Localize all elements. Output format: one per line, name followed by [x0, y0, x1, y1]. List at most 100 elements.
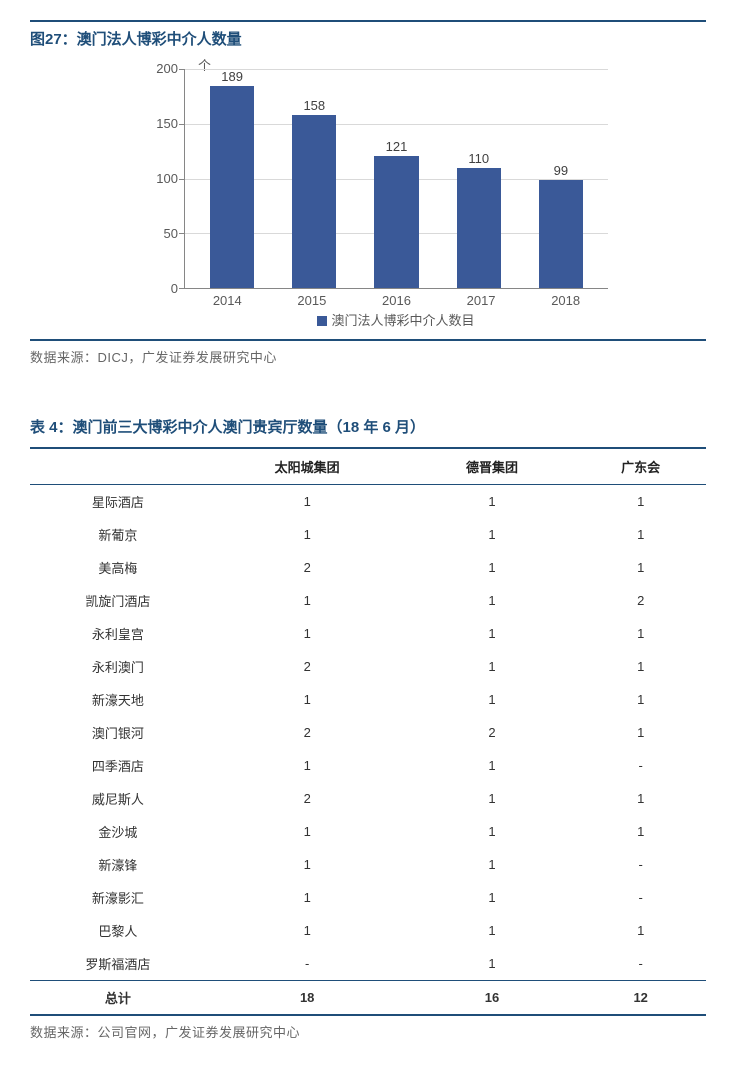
table-row: 金沙城111	[30, 815, 706, 848]
table-cell: 2	[206, 716, 409, 749]
table-cell: 1	[206, 914, 409, 947]
table-cell: 1	[575, 551, 706, 584]
table-cell: 1	[575, 617, 706, 650]
table-row: 澳门银河221	[30, 716, 706, 749]
table-row: 四季酒店11-	[30, 749, 706, 782]
table-cell: 1	[206, 683, 409, 716]
table-cell: 2	[206, 551, 409, 584]
x-tick-label: 2014	[185, 289, 270, 308]
table-column-header: 太阳城集团	[206, 448, 409, 485]
bar-value-label: 99	[554, 163, 568, 178]
table-row: 永利皇宫111	[30, 617, 706, 650]
table-cell: -	[575, 848, 706, 881]
bar	[457, 168, 501, 288]
bar-column: 189	[191, 69, 273, 288]
x-tick-label: 2018	[523, 289, 608, 308]
table-cell: 2	[575, 584, 706, 617]
row-label: 凯旋门酒店	[30, 584, 206, 617]
table-cell: 1	[409, 485, 576, 519]
table-cell: -	[575, 881, 706, 914]
table-cell: 1	[409, 815, 576, 848]
table-source: 数据来源：公司官网，广发证券发展研究中心	[30, 1016, 706, 1041]
table-row: 凯旋门酒店112	[30, 584, 706, 617]
bar-value-label: 189	[221, 69, 243, 84]
total-label: 总计	[30, 981, 206, 1016]
bar-value-label: 110	[468, 151, 489, 166]
table-cell: 1	[409, 518, 576, 551]
bars-container: 189 158 121 110 99	[185, 69, 608, 288]
row-label: 新葡京	[30, 518, 206, 551]
table-cell: 1	[206, 485, 409, 519]
bar	[374, 156, 418, 288]
y-axis: 200150100500	[128, 59, 184, 289]
table-column-header	[30, 448, 206, 485]
bar-chart: 个 200150100500 18915812111099 2014201520…	[128, 59, 608, 329]
table-cell: 1	[575, 518, 706, 551]
row-label: 星际酒店	[30, 485, 206, 519]
table-column-header: 广东会	[575, 448, 706, 485]
table-cell: 1	[409, 848, 576, 881]
chart-legend: 澳门法人博彩中介人数目	[184, 310, 608, 329]
table-cell: 1	[409, 584, 576, 617]
table-cell: 1	[206, 617, 409, 650]
table-cell: 1	[206, 749, 409, 782]
table-cell: 2	[206, 650, 409, 683]
table-total-row: 总计181612	[30, 981, 706, 1016]
table-cell: 2	[409, 716, 576, 749]
table-body: 星际酒店111新葡京111美高梅211凯旋门酒店112永利皇宫111永利澳门21…	[30, 485, 706, 1016]
table-cell: 1	[409, 617, 576, 650]
table-cell: 1	[575, 485, 706, 519]
legend-swatch	[317, 316, 327, 326]
bar-value-label: 158	[303, 98, 325, 113]
data-table: 太阳城集团德晋集团广东会 星际酒店111新葡京111美高梅211凯旋门酒店112…	[30, 447, 706, 1016]
table-cell: 1	[206, 881, 409, 914]
row-label: 威尼斯人	[30, 782, 206, 815]
row-label: 四季酒店	[30, 749, 206, 782]
table-cell: 1	[575, 815, 706, 848]
figure-source: 数据来源：DICJ，广发证券发展研究中心	[30, 339, 706, 366]
bar-column: 99	[520, 69, 602, 288]
row-label: 澳门银河	[30, 716, 206, 749]
row-label: 金沙城	[30, 815, 206, 848]
table-title: 表 4：澳门前三大博彩中介人澳门贵宾厅数量（18 年 6 月）	[30, 416, 706, 437]
table-cell: 1	[575, 650, 706, 683]
table-row: 新葡京111	[30, 518, 706, 551]
bar-column: 158	[273, 69, 355, 288]
bar-column: 110	[438, 69, 520, 288]
x-axis: 20142015201620172018	[185, 289, 608, 308]
table-row: 新濠影汇11-	[30, 881, 706, 914]
bar	[539, 180, 583, 288]
table-column-header: 德晋集团	[409, 448, 576, 485]
table-row: 罗斯福酒店-1-	[30, 947, 706, 981]
row-label: 新濠天地	[30, 683, 206, 716]
table-cell: 1	[409, 650, 576, 683]
total-cell: 18	[206, 981, 409, 1016]
table-cell: 1	[575, 716, 706, 749]
total-cell: 16	[409, 981, 576, 1016]
table-row: 新濠锋11-	[30, 848, 706, 881]
table-cell: 1	[409, 947, 576, 981]
table-cell: 1	[409, 881, 576, 914]
table-cell: 1	[409, 551, 576, 584]
table-cell: -	[575, 749, 706, 782]
table-cell: 1	[409, 683, 576, 716]
table-cell: 1	[409, 749, 576, 782]
table-cell: 1	[575, 914, 706, 947]
table-row: 永利澳门211	[30, 650, 706, 683]
table-header-row: 太阳城集团德晋集团广东会	[30, 448, 706, 485]
x-tick-label: 2016	[354, 289, 439, 308]
table-row: 巴黎人111	[30, 914, 706, 947]
table-cell: 1	[409, 914, 576, 947]
table-cell: -	[206, 947, 409, 981]
table-cell: 2	[206, 782, 409, 815]
row-label: 永利皇宫	[30, 617, 206, 650]
table-cell: 1	[575, 782, 706, 815]
total-cell: 12	[575, 981, 706, 1016]
bar-column: 121	[355, 69, 437, 288]
table-cell: 1	[575, 683, 706, 716]
table-cell: 1	[206, 815, 409, 848]
row-label: 新濠锋	[30, 848, 206, 881]
row-label: 新濠影汇	[30, 881, 206, 914]
bar	[292, 115, 336, 288]
table-row: 新濠天地111	[30, 683, 706, 716]
